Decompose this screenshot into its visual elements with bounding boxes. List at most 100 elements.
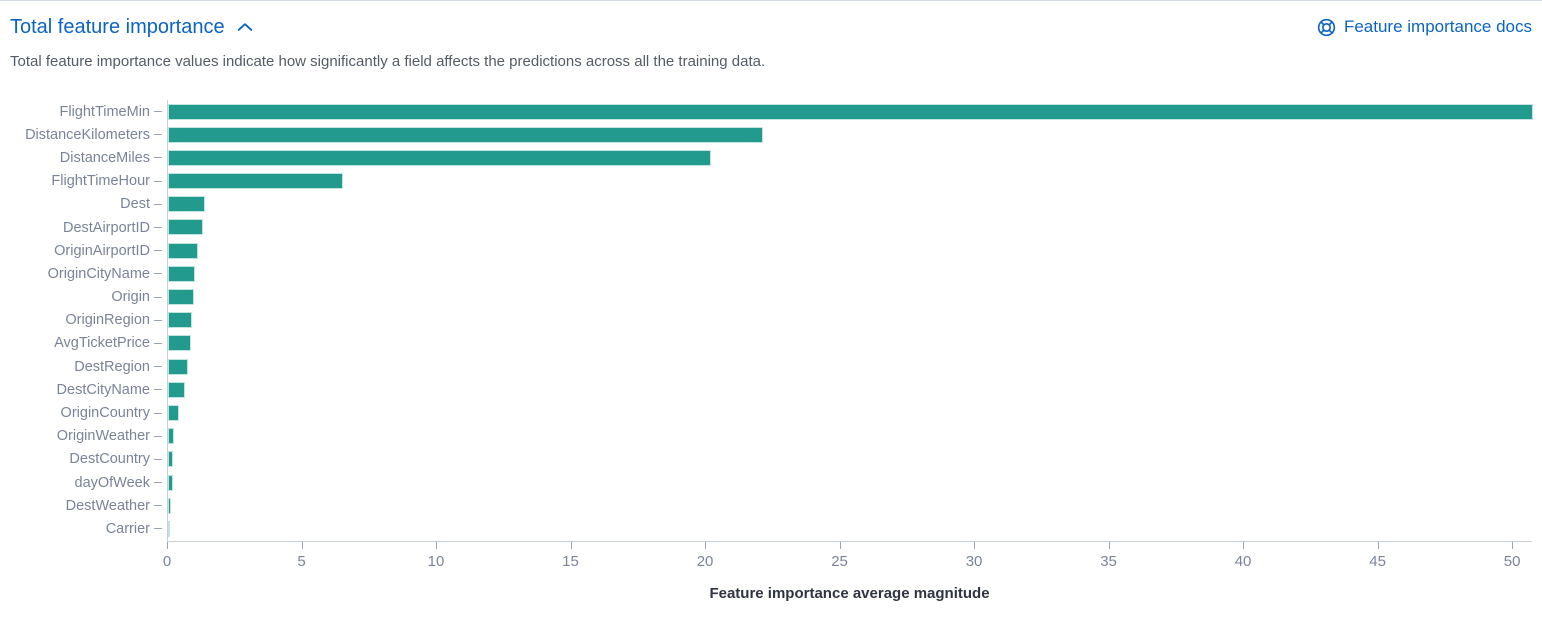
y-axis-label: DistanceMiles xyxy=(59,149,150,166)
chart-row: OriginRegion xyxy=(10,309,1532,332)
chart-row: FlightTimeHour xyxy=(10,170,1532,193)
feature-importance-chart: FlightTimeMin DistanceKilometers DistanceM… xyxy=(10,100,1533,602)
bar-cell xyxy=(167,332,1532,355)
y-axis-label: DestAirportID xyxy=(62,219,150,236)
x-axis-tick-label: 15 xyxy=(562,552,579,570)
bar-DestRegion[interactable] xyxy=(168,358,188,375)
x-axis-title: Feature importance average magnitude xyxy=(709,584,990,602)
y-axis-label: OriginCountry xyxy=(60,405,150,422)
x-axis-tick xyxy=(974,541,976,549)
y-axis-tick xyxy=(154,296,162,298)
chart-row: dayOfWeek xyxy=(10,471,1532,494)
y-axis-label: OriginCityName xyxy=(47,265,150,282)
section-title: Total feature importance xyxy=(10,16,225,38)
bar-OriginWeather[interactable] xyxy=(168,428,174,445)
bar-OriginCityName[interactable] xyxy=(168,265,196,282)
x-axis-tick xyxy=(436,541,438,549)
y-axis-label: OriginRegion xyxy=(65,312,150,329)
x-axis-tick xyxy=(167,541,168,549)
y-axis-label: FlightTimeMin xyxy=(59,103,150,120)
bar-DistanceMiles[interactable] xyxy=(168,149,712,166)
bar-cell xyxy=(167,517,1532,540)
y-axis-tick xyxy=(154,134,162,136)
y-axis-tick xyxy=(154,203,162,205)
section-collapse-toggle[interactable]: Total feature importance xyxy=(10,13,254,41)
chart-row: Carrier xyxy=(10,517,1532,540)
bar-cell xyxy=(167,146,1532,169)
bar-cell xyxy=(167,401,1532,424)
x-axis-tick-label: 35 xyxy=(1100,552,1117,570)
y-axis-tick xyxy=(154,389,162,391)
chevron-up-icon xyxy=(236,18,254,36)
y-axis-label: Carrier xyxy=(105,520,150,537)
chart-rows: FlightTimeMin DistanceKilometers DistanceM… xyxy=(10,100,1533,541)
bar-FlightTimeHour[interactable] xyxy=(168,173,343,190)
x-axis-tick xyxy=(705,541,707,549)
docs-link-label: Feature importance docs xyxy=(1343,17,1532,36)
help-icon xyxy=(1317,18,1336,37)
bar-DestCountry[interactable] xyxy=(168,451,174,468)
y-axis-label: dayOfWeek xyxy=(74,474,151,491)
chart-row: DestCountry xyxy=(10,448,1532,471)
x-axis-tick xyxy=(301,541,303,549)
bar-cell xyxy=(167,494,1532,517)
y-axis-label: OriginAirportID xyxy=(54,242,150,259)
bar-cell xyxy=(167,262,1532,285)
bar-DestWeather[interactable] xyxy=(168,497,172,514)
feature-importance-docs-link[interactable]: Feature importance docs xyxy=(1317,17,1532,37)
chart-row: OriginCountry xyxy=(10,401,1532,424)
y-axis-tick xyxy=(154,342,162,344)
x-axis-tick-label: 45 xyxy=(1369,552,1386,570)
x-axis-tick xyxy=(1243,541,1245,549)
bar-cell xyxy=(167,355,1532,378)
chart-row: OriginAirportID xyxy=(10,239,1532,262)
x-axis-tick-label: 20 xyxy=(696,552,714,570)
x-axis-tick-label: 5 xyxy=(297,552,306,570)
y-axis-tick xyxy=(154,482,162,484)
bar-DestAirportID[interactable] xyxy=(168,219,203,236)
chart-row: DestWeather xyxy=(10,494,1532,517)
y-axis-tick xyxy=(154,458,162,460)
x-axis-tick xyxy=(839,541,841,549)
bar-dayOfWeek[interactable] xyxy=(168,474,173,491)
y-axis-label: DestCityName xyxy=(56,381,150,398)
bar-cell xyxy=(167,123,1532,146)
x-axis-tick-label: 0 xyxy=(162,552,172,570)
y-axis-tick xyxy=(154,273,162,275)
x-axis-tick-label: 25 xyxy=(831,552,848,570)
y-axis-tick xyxy=(154,180,162,182)
bar-OriginAirportID[interactable] xyxy=(168,242,198,259)
bar-Dest[interactable] xyxy=(168,196,205,213)
bar-OriginRegion[interactable] xyxy=(168,312,193,329)
y-axis-label: Dest xyxy=(120,196,150,213)
y-axis-tick xyxy=(154,227,162,229)
x-axis-tick-label: 10 xyxy=(427,552,445,570)
bar-cell xyxy=(167,378,1532,401)
bar-DestCityName[interactable] xyxy=(168,381,185,398)
chart-row: DestRegion xyxy=(10,355,1532,378)
chart-row: Origin xyxy=(10,286,1532,309)
bar-Carrier[interactable] xyxy=(168,520,170,537)
bar-cell xyxy=(167,448,1532,471)
y-axis-tick xyxy=(154,528,162,530)
x-axis-tick-label: 30 xyxy=(965,552,983,570)
bar-FlightTimeMin[interactable] xyxy=(168,103,1533,120)
panel-header: Total feature importance Feature importa… xyxy=(10,1,1532,41)
bar-DistanceKilometers[interactable] xyxy=(168,126,763,143)
x-axis-tick xyxy=(1377,541,1379,549)
bar-Origin[interactable] xyxy=(168,289,195,305)
y-axis-tick xyxy=(154,250,162,252)
y-axis-label: DestRegion xyxy=(74,358,150,375)
y-axis-tick xyxy=(154,319,162,321)
bar-AvgTicketPrice[interactable] xyxy=(168,335,191,352)
chart-row: DistanceKilometers xyxy=(10,123,1532,146)
bar-cell xyxy=(167,286,1532,309)
x-axis-tick xyxy=(1512,541,1514,549)
bar-OriginCountry[interactable] xyxy=(168,404,180,421)
y-axis-label: DistanceKilometers xyxy=(25,126,150,143)
chart-row: AvgTicketPrice xyxy=(10,332,1532,355)
y-axis-label: AvgTicketPrice xyxy=(54,335,150,352)
x-axis-tick xyxy=(570,541,572,549)
y-axis-tick xyxy=(154,366,162,368)
